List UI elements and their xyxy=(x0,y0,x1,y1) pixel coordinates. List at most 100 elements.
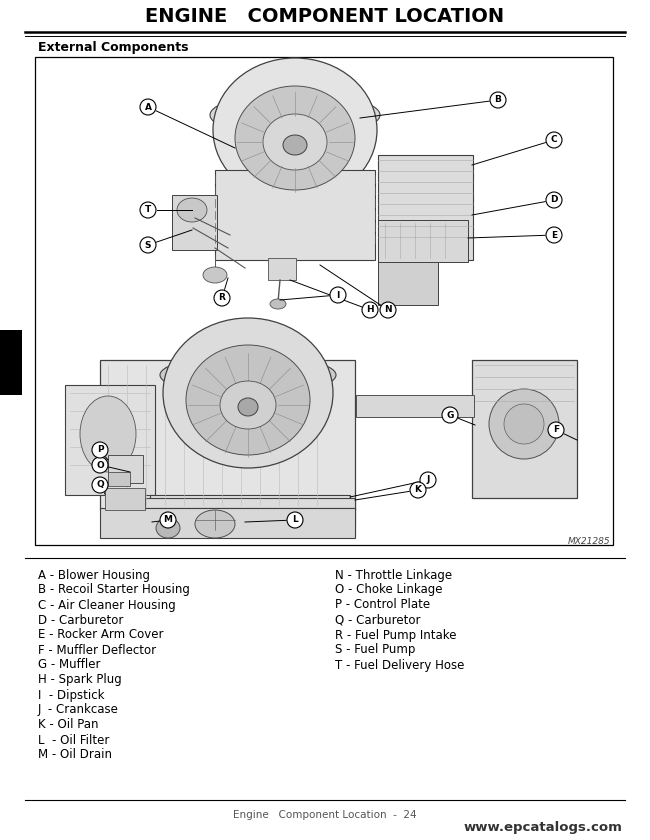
Ellipse shape xyxy=(235,86,355,190)
Bar xyxy=(108,455,143,483)
Text: P: P xyxy=(97,445,103,454)
Circle shape xyxy=(140,99,156,115)
Bar xyxy=(0,330,22,395)
Bar xyxy=(215,170,375,260)
Text: K - Oil Pan: K - Oil Pan xyxy=(38,718,99,732)
Text: A: A xyxy=(144,102,151,112)
Ellipse shape xyxy=(195,510,235,538)
Text: S - Fuel Pump: S - Fuel Pump xyxy=(335,643,415,657)
Ellipse shape xyxy=(489,389,559,459)
Circle shape xyxy=(362,302,378,318)
Bar xyxy=(65,385,155,495)
Circle shape xyxy=(410,482,426,498)
Ellipse shape xyxy=(203,267,227,283)
Text: Q - Carburetor: Q - Carburetor xyxy=(335,613,421,627)
Text: T - Fuel Delivery Hose: T - Fuel Delivery Hose xyxy=(335,659,464,671)
Ellipse shape xyxy=(156,518,180,538)
Circle shape xyxy=(214,290,230,306)
Circle shape xyxy=(92,477,108,493)
Circle shape xyxy=(548,422,564,438)
Text: C: C xyxy=(551,135,557,144)
Bar xyxy=(472,360,577,498)
Text: I  - Dipstick: I - Dipstick xyxy=(38,689,105,701)
Text: T: T xyxy=(145,206,151,214)
Text: www.epcatalogs.com: www.epcatalogs.com xyxy=(463,822,622,834)
Text: P - Control Plate: P - Control Plate xyxy=(335,598,430,612)
Ellipse shape xyxy=(213,58,377,202)
Circle shape xyxy=(140,202,156,218)
Bar xyxy=(268,258,296,280)
Bar xyxy=(108,472,130,486)
Circle shape xyxy=(490,92,506,108)
Circle shape xyxy=(92,442,108,458)
Ellipse shape xyxy=(160,355,336,395)
Ellipse shape xyxy=(263,114,327,170)
Text: G - Muffler: G - Muffler xyxy=(38,659,101,671)
Ellipse shape xyxy=(210,93,380,137)
Text: B - Recoil Starter Housing: B - Recoil Starter Housing xyxy=(38,584,190,596)
Bar xyxy=(35,57,613,545)
Text: C - Air Cleaner Housing: C - Air Cleaner Housing xyxy=(38,598,176,612)
Text: H - Spark Plug: H - Spark Plug xyxy=(38,674,122,686)
Circle shape xyxy=(92,457,108,473)
Text: I: I xyxy=(336,291,340,300)
Text: S: S xyxy=(145,240,151,249)
Text: L: L xyxy=(292,516,298,524)
Bar xyxy=(100,508,355,538)
Text: O - Choke Linkage: O - Choke Linkage xyxy=(335,584,443,596)
Text: D: D xyxy=(551,196,558,204)
Text: F: F xyxy=(553,426,559,434)
Text: E - Rocker Arm Cover: E - Rocker Arm Cover xyxy=(38,628,164,642)
Circle shape xyxy=(160,512,176,528)
Text: M - Oil Drain: M - Oil Drain xyxy=(38,748,112,762)
Bar xyxy=(172,195,217,250)
Text: O: O xyxy=(96,460,104,470)
Text: K: K xyxy=(415,486,421,495)
Text: A - Blower Housing: A - Blower Housing xyxy=(38,569,150,581)
Text: J  - Crankcase: J - Crankcase xyxy=(38,704,119,717)
Text: R - Fuel Pump Intake: R - Fuel Pump Intake xyxy=(335,628,456,642)
Ellipse shape xyxy=(186,345,310,455)
Text: External Components: External Components xyxy=(38,41,188,55)
Circle shape xyxy=(546,227,562,243)
Text: J: J xyxy=(426,475,430,485)
Text: H: H xyxy=(366,306,374,314)
Text: MX21285: MX21285 xyxy=(567,538,610,547)
Text: E: E xyxy=(551,230,557,239)
Bar xyxy=(150,495,350,530)
Bar xyxy=(378,260,438,305)
Ellipse shape xyxy=(283,135,307,155)
Text: ENGINE   COMPONENT LOCATION: ENGINE COMPONENT LOCATION xyxy=(146,7,504,25)
Bar xyxy=(378,155,473,260)
Text: N - Throttle Linkage: N - Throttle Linkage xyxy=(335,569,452,581)
Circle shape xyxy=(420,472,436,488)
Circle shape xyxy=(330,287,346,303)
Ellipse shape xyxy=(238,398,258,416)
Bar xyxy=(378,220,468,262)
Circle shape xyxy=(380,302,396,318)
Circle shape xyxy=(287,512,303,528)
Text: F - Muffler Deflector: F - Muffler Deflector xyxy=(38,643,156,657)
Ellipse shape xyxy=(177,198,207,222)
Ellipse shape xyxy=(80,396,136,472)
Bar xyxy=(145,498,355,526)
Text: D - Carburetor: D - Carburetor xyxy=(38,613,124,627)
Text: L  - Oil Filter: L - Oil Filter xyxy=(38,733,109,747)
Ellipse shape xyxy=(220,381,276,429)
Bar xyxy=(140,508,355,536)
Text: B: B xyxy=(495,96,501,104)
Ellipse shape xyxy=(163,318,333,468)
Circle shape xyxy=(442,407,458,423)
Bar xyxy=(105,488,145,510)
Bar xyxy=(356,395,474,417)
Text: M: M xyxy=(164,516,172,524)
Text: Engine   Component Location  -  24: Engine Component Location - 24 xyxy=(233,810,417,820)
Ellipse shape xyxy=(270,299,286,309)
Text: R: R xyxy=(218,293,226,302)
Text: N: N xyxy=(384,306,392,314)
Ellipse shape xyxy=(504,404,544,444)
Circle shape xyxy=(546,132,562,148)
Text: G: G xyxy=(447,411,454,419)
Text: Q: Q xyxy=(96,480,104,490)
Bar xyxy=(100,360,355,510)
